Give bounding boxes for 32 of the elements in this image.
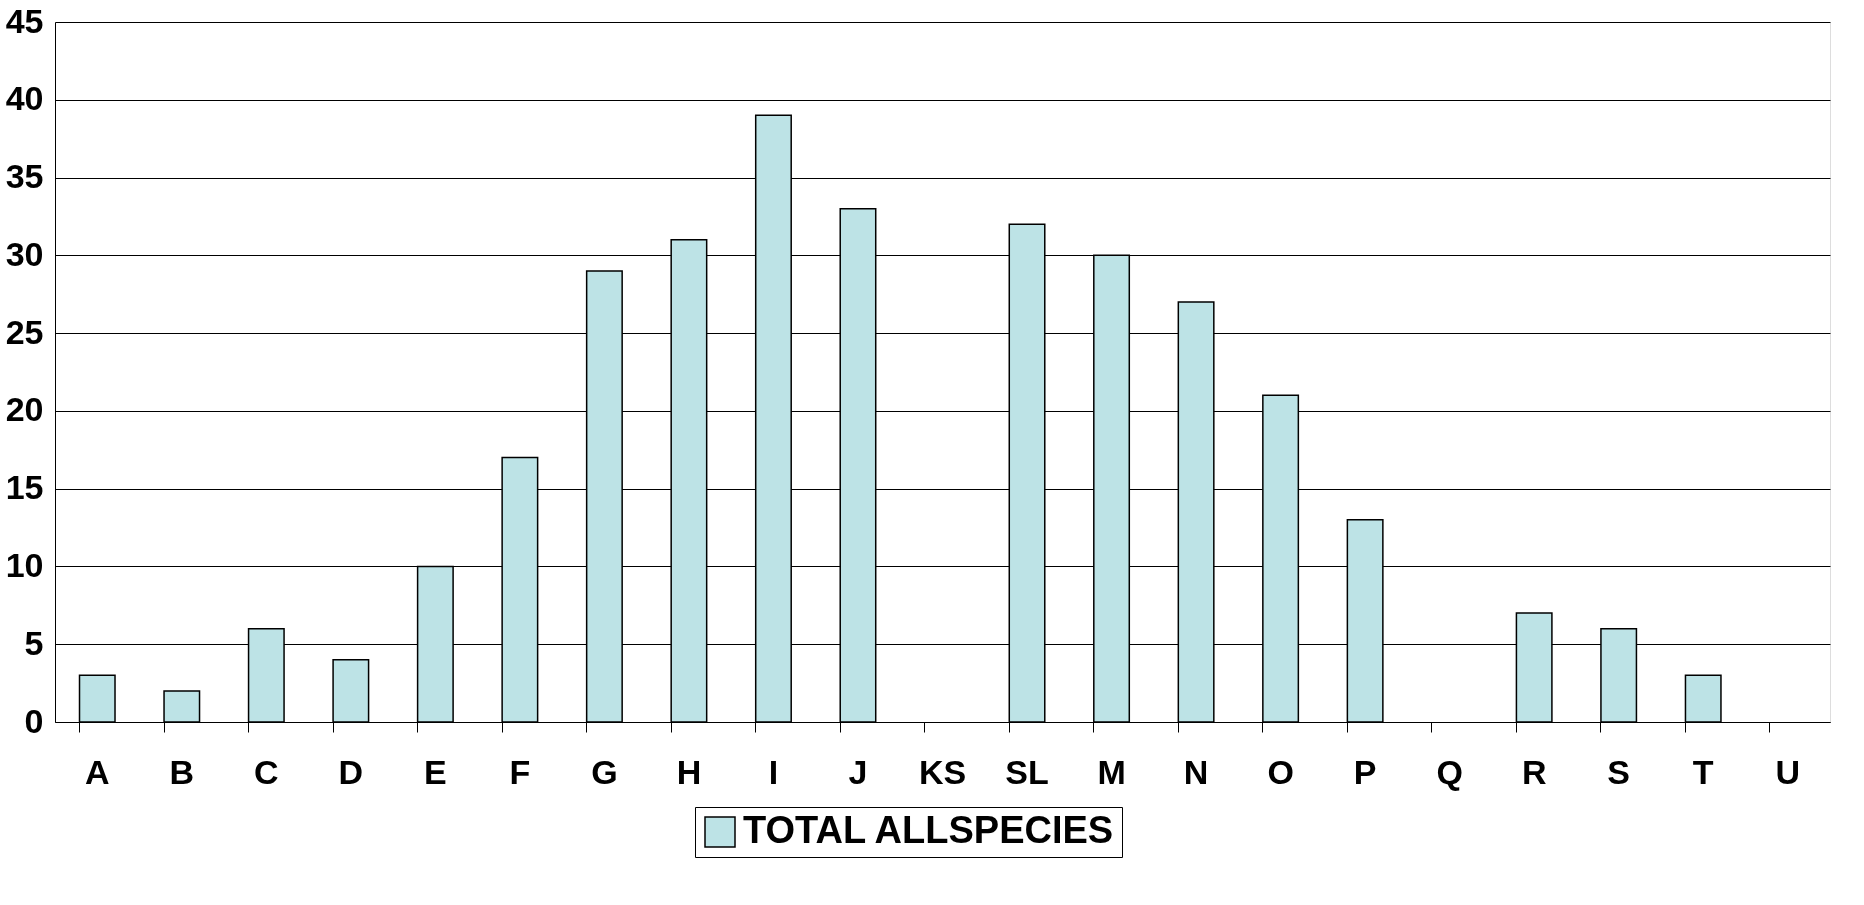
y-tick-label: 15	[5, 468, 44, 507]
y-tick-label: 25	[5, 312, 44, 351]
y-tick-label: 30	[5, 234, 44, 273]
x-tick-label: M	[1097, 752, 1126, 791]
x-tick-label: A	[84, 752, 110, 791]
y-tick-label: 45	[5, 1, 44, 40]
y-tick-label: 35	[5, 157, 44, 196]
x-tick-label: J	[848, 752, 868, 791]
x-tick-label: T	[1692, 752, 1714, 791]
x-tick-label: U	[1775, 752, 1801, 791]
x-tick-label: KS	[918, 752, 967, 791]
x-tick-label: G	[591, 752, 618, 791]
y-tick-label: 20	[5, 390, 44, 429]
x-tick-label: P	[1353, 752, 1377, 791]
x-tick-label: I	[768, 752, 779, 791]
x-tick-label: R	[1521, 752, 1547, 791]
y-tick-label: 10	[5, 545, 44, 584]
x-tick-label: N	[1183, 752, 1209, 791]
x-tick-label: S	[1607, 752, 1631, 791]
y-tick-label: 5	[24, 623, 44, 662]
x-tick-label: SL	[1005, 752, 1049, 791]
x-tick-label: B	[169, 752, 195, 791]
x-tick-label: E	[424, 752, 447, 791]
y-tick-label: 40	[5, 79, 44, 118]
x-tick-label: D	[338, 752, 364, 791]
x-tick-label: H	[676, 752, 702, 791]
x-tick-label: F	[509, 752, 531, 791]
x-tick-label: C	[254, 752, 279, 791]
legend-label: TOTAL ALLSPECIES	[743, 809, 1114, 851]
x-tick-label: O	[1267, 752, 1294, 791]
x-tick-label: Q	[1436, 752, 1463, 791]
y-tick-label: 0	[24, 701, 44, 740]
